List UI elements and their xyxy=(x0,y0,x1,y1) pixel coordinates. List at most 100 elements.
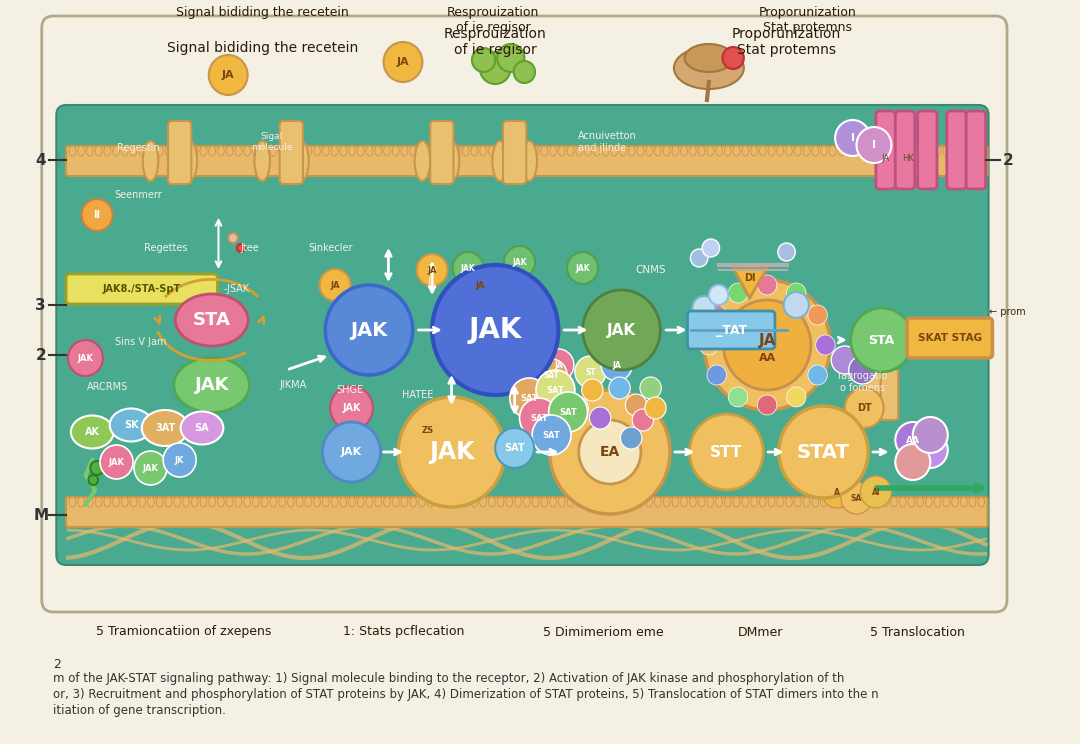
Text: HK: HK xyxy=(902,153,914,162)
Ellipse shape xyxy=(812,497,819,507)
Circle shape xyxy=(757,275,777,295)
Circle shape xyxy=(551,384,572,406)
Ellipse shape xyxy=(191,497,198,507)
Ellipse shape xyxy=(759,146,766,156)
Ellipse shape xyxy=(680,146,688,156)
Ellipse shape xyxy=(751,497,757,507)
Ellipse shape xyxy=(629,497,635,507)
Circle shape xyxy=(237,244,245,252)
Ellipse shape xyxy=(515,146,522,156)
FancyBboxPatch shape xyxy=(280,121,303,184)
Text: SAT: SAT xyxy=(521,394,538,403)
Ellipse shape xyxy=(960,146,968,156)
Circle shape xyxy=(704,280,831,410)
Ellipse shape xyxy=(200,497,207,507)
Ellipse shape xyxy=(332,146,338,156)
Circle shape xyxy=(913,417,948,453)
Text: JAK: JAK xyxy=(512,257,527,266)
Circle shape xyxy=(497,44,525,72)
Circle shape xyxy=(228,233,238,243)
Ellipse shape xyxy=(654,146,661,156)
Text: Regestin: Regestin xyxy=(117,143,159,153)
Ellipse shape xyxy=(95,146,102,156)
Text: STA: STA xyxy=(868,333,895,347)
Ellipse shape xyxy=(141,410,188,446)
Text: STT: STT xyxy=(711,444,743,460)
Circle shape xyxy=(786,387,806,407)
Circle shape xyxy=(325,285,413,375)
Circle shape xyxy=(808,305,827,325)
Ellipse shape xyxy=(383,497,390,507)
Ellipse shape xyxy=(270,146,276,156)
Polygon shape xyxy=(733,268,767,298)
Text: JAK: JAK xyxy=(576,263,590,272)
Text: JAK: JAK xyxy=(342,403,361,413)
Ellipse shape xyxy=(908,146,915,156)
Text: 5 Dimimeriom eme: 5 Dimimeriom eme xyxy=(543,626,663,638)
Ellipse shape xyxy=(148,146,154,156)
Ellipse shape xyxy=(725,497,731,507)
Text: SAT: SAT xyxy=(543,371,559,379)
Text: STA: STA xyxy=(192,311,231,329)
Ellipse shape xyxy=(78,497,84,507)
Circle shape xyxy=(808,365,827,385)
Circle shape xyxy=(567,252,598,284)
Ellipse shape xyxy=(313,146,321,156)
Circle shape xyxy=(851,308,913,372)
Ellipse shape xyxy=(71,415,113,449)
Ellipse shape xyxy=(409,146,417,156)
Ellipse shape xyxy=(768,497,775,507)
FancyBboxPatch shape xyxy=(503,121,526,184)
Ellipse shape xyxy=(296,146,303,156)
Ellipse shape xyxy=(934,146,941,156)
Circle shape xyxy=(841,482,872,514)
FancyBboxPatch shape xyxy=(688,311,775,349)
Ellipse shape xyxy=(130,146,137,156)
Text: DI: DI xyxy=(744,273,755,283)
FancyBboxPatch shape xyxy=(430,121,454,184)
Ellipse shape xyxy=(181,141,198,181)
Text: Regettes: Regettes xyxy=(144,243,187,253)
Circle shape xyxy=(707,305,727,325)
Ellipse shape xyxy=(873,497,880,507)
Ellipse shape xyxy=(392,146,400,156)
Ellipse shape xyxy=(174,358,249,412)
Ellipse shape xyxy=(951,497,958,507)
Ellipse shape xyxy=(620,497,626,507)
Circle shape xyxy=(625,394,647,416)
Text: JAK: JAK xyxy=(143,464,159,472)
Text: 1: Stats pcflecation: 1: Stats pcflecation xyxy=(343,626,464,638)
Ellipse shape xyxy=(497,497,504,507)
Circle shape xyxy=(582,379,603,401)
Circle shape xyxy=(602,349,632,381)
Circle shape xyxy=(845,388,883,428)
Circle shape xyxy=(778,243,795,261)
Text: Signal bididing the recetein: Signal bididing the recetein xyxy=(176,7,349,19)
Text: JAK8./STA-SpT: JAK8./STA-SpT xyxy=(103,284,181,294)
Ellipse shape xyxy=(629,146,635,156)
Ellipse shape xyxy=(86,497,93,507)
Ellipse shape xyxy=(208,146,216,156)
Text: JA: JA xyxy=(758,333,775,347)
Circle shape xyxy=(399,397,505,507)
Text: STAT: STAT xyxy=(797,443,850,461)
Text: JAK: JAK xyxy=(350,321,388,339)
FancyBboxPatch shape xyxy=(967,111,986,189)
Text: JA: JA xyxy=(554,361,563,370)
Circle shape xyxy=(549,392,588,432)
Ellipse shape xyxy=(943,146,949,156)
Ellipse shape xyxy=(804,497,810,507)
Ellipse shape xyxy=(725,146,731,156)
Circle shape xyxy=(532,415,571,455)
Ellipse shape xyxy=(532,497,539,507)
Text: SK: SK xyxy=(124,420,138,430)
Ellipse shape xyxy=(855,146,862,156)
Text: JAK: JAK xyxy=(429,440,474,464)
Ellipse shape xyxy=(672,497,678,507)
Ellipse shape xyxy=(969,497,976,507)
Circle shape xyxy=(689,414,764,490)
Text: Resprouization
of ie regisor: Resprouization of ie regisor xyxy=(447,6,539,34)
Circle shape xyxy=(100,445,133,479)
Ellipse shape xyxy=(829,497,836,507)
Ellipse shape xyxy=(680,497,688,507)
